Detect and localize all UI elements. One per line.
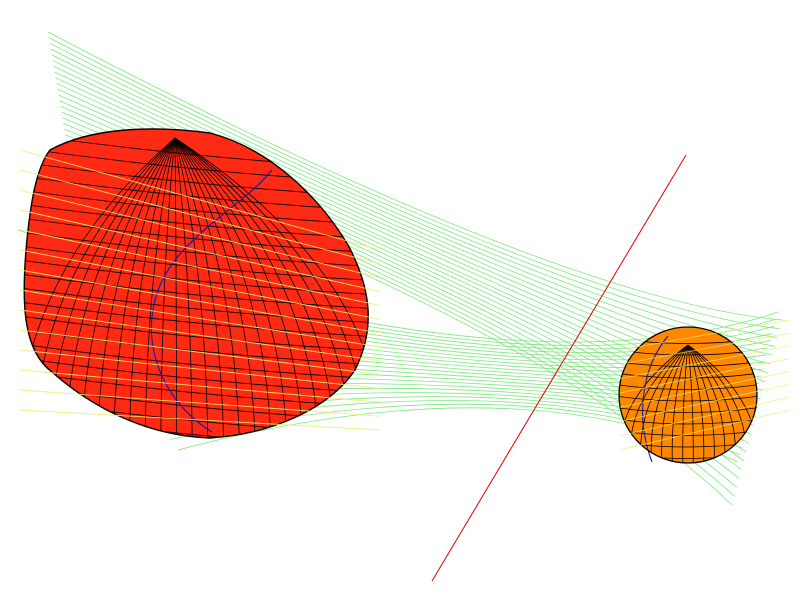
- ruling-line-front: [19, 229, 381, 306]
- ruling-line-front: [19, 369, 381, 403]
- ruling-line-front: [619, 358, 791, 394]
- grid-latitude: [24, 259, 369, 296]
- ruling-line-front: [19, 309, 381, 362]
- ruling-line-front: [619, 345, 791, 379]
- small-orange-sphere-outline: [618, 326, 758, 464]
- grid-longitude: [82, 137, 176, 421]
- grid-longitude: [174, 137, 209, 438]
- grid-longitude: [66, 137, 176, 418]
- ruling-line-a: [49, 43, 778, 339]
- grid-latitude: [619, 407, 757, 413]
- grid-longitude: [174, 137, 271, 429]
- grid-latitude: [24, 301, 369, 338]
- ruling-line-front: [619, 396, 791, 437]
- grid-longitude: [174, 137, 177, 437]
- grid-latitude: [619, 395, 757, 402]
- grid-longitude: [174, 137, 287, 426]
- grid-longitude: [174, 137, 334, 418]
- ruling-line-front: [619, 319, 791, 351]
- grid-longitude: [174, 137, 350, 416]
- ruling-line-front: [619, 371, 791, 408]
- ruling-line-front: [19, 389, 381, 417]
- grid-latitude: [619, 372, 757, 379]
- grid-latitude: [24, 287, 369, 324]
- grid-latitude: [24, 231, 369, 268]
- grid-longitude: [650, 344, 689, 463]
- grid-longitude: [174, 137, 303, 424]
- small-orange-sphere-fill: [619, 327, 757, 463]
- grid-longitude: [671, 344, 689, 463]
- grid-latitude: [24, 217, 369, 254]
- grid-longitude: [174, 137, 256, 431]
- grid-longitude: [687, 344, 726, 463]
- grid-longitude: [174, 137, 369, 411]
- ruling-line-front: [619, 332, 791, 365]
- ruling-line-a: [47, 31, 783, 321]
- large-red-body-meridian: [150, 169, 273, 433]
- ruling-line-front: [19, 409, 381, 431]
- ruling-line-front: [19, 289, 381, 348]
- ruling-line-front: [19, 249, 381, 320]
- ruling-line-front: [19, 149, 381, 251]
- hyperboloid-rulings-front: [19, 149, 791, 451]
- grid-longitude: [97, 137, 176, 424]
- ruling-line-front: [19, 209, 381, 292]
- small-orange-sphere-meridian: [642, 335, 669, 463]
- ruling-line-a: [48, 37, 780, 330]
- grid-longitude: [129, 137, 176, 429]
- grid-longitude: [174, 137, 224, 437]
- grid-longitude: [687, 344, 694, 463]
- ruling-line-front: [619, 409, 791, 451]
- ruling-line-front: [19, 329, 381, 376]
- grid-longitude: [682, 344, 689, 463]
- grid-latitude: [619, 384, 757, 390]
- grid-longitude: [687, 344, 705, 463]
- axis-line: [431, 154, 687, 582]
- ruling-line-front: [19, 169, 381, 265]
- grid-longitude: [160, 137, 176, 434]
- grid-longitude: [174, 137, 318, 421]
- grid-longitude: [144, 137, 176, 431]
- grid-latitude: [619, 361, 757, 367]
- grid-latitude: [24, 343, 369, 380]
- ruling-line-front: [19, 269, 381, 334]
- grid-latitude: [24, 315, 369, 352]
- ruling-line-front: [19, 189, 381, 279]
- ruling-line-front: [19, 349, 381, 389]
- grid-longitude: [661, 344, 689, 463]
- grid-longitude: [113, 137, 176, 426]
- grid-longitude: [174, 137, 193, 438]
- grid-latitude: [24, 357, 369, 394]
- ruling-line-front: [619, 383, 791, 422]
